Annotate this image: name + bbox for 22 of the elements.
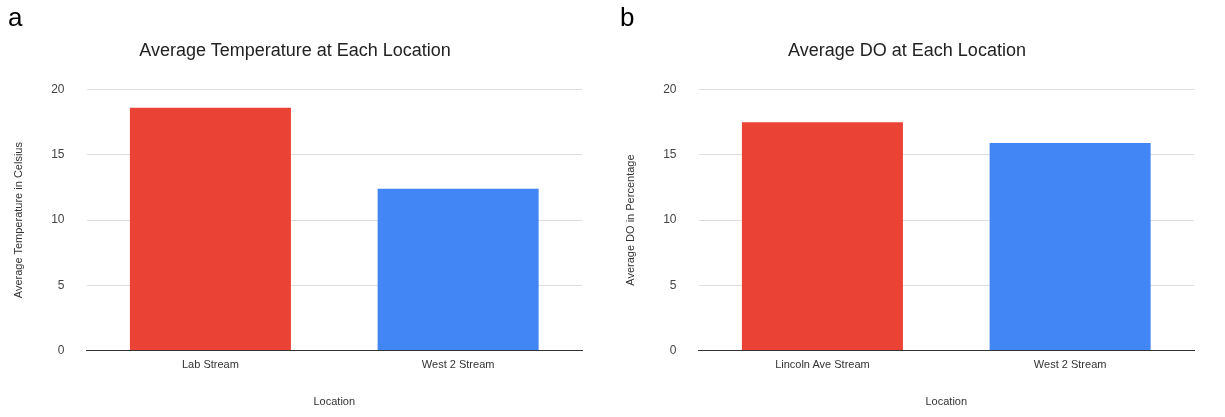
y-tick-label: 5 xyxy=(669,277,677,292)
chart-title: Average Temperature at Each Location xyxy=(139,39,451,60)
y-tick-label: 0 xyxy=(57,342,65,357)
x-tick-label: West 2 Stream xyxy=(421,358,495,371)
y-tick-label: 20 xyxy=(51,81,65,96)
x-axis-title: Location xyxy=(313,395,356,408)
y-axis-title: Average DO in Percentage xyxy=(623,154,636,286)
y-tick-label: 5 xyxy=(57,277,65,292)
y-tick-label: 0 xyxy=(669,342,677,357)
y-tick-label: 20 xyxy=(663,81,677,96)
y-tick-label: 10 xyxy=(663,212,677,227)
x-tick-label: Lab Stream xyxy=(181,358,239,371)
x-tick-label: West 2 Stream xyxy=(1033,358,1107,371)
y-tick-label: 10 xyxy=(51,212,65,227)
y-axis-title: Average Temperature in Celsius xyxy=(11,141,24,299)
x-tick-label: Lincoln Ave Stream xyxy=(775,358,870,371)
y-tick-label: 15 xyxy=(663,147,677,162)
text: a xyxy=(8,2,23,33)
text: b xyxy=(620,2,635,33)
chart-title: Average DO at Each Location xyxy=(788,39,1026,60)
x-axis-title: Location xyxy=(925,395,968,408)
y-tick-label: 15 xyxy=(51,147,65,162)
